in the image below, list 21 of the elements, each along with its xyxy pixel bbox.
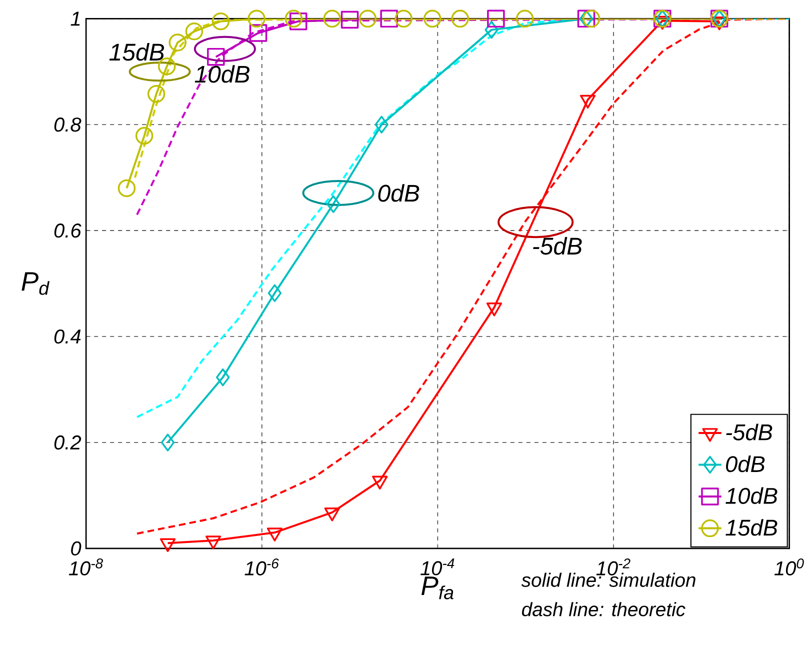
x-tick-label: 10$^{-4}$ bbox=[420, 558, 454, 576]
annotation: 15dB bbox=[109, 42, 164, 61]
y-tick-label: 0.6 bbox=[54, 223, 82, 238]
y-tick-label: 0 bbox=[71, 541, 82, 556]
legend-label: 0dB bbox=[726, 455, 765, 472]
y-tick-label: 0.8 bbox=[54, 117, 82, 132]
y-tick-label: 1 bbox=[70, 12, 80, 26]
annotation: 0dB bbox=[378, 184, 420, 202]
legend-label: 15dB bbox=[726, 518, 778, 536]
text: dash line: theoretic bbox=[522, 602, 686, 616]
y-axis-title: P$_{d}$ bbox=[22, 272, 50, 295]
annotation: 10dB bbox=[194, 65, 250, 83]
annotation: -5dB bbox=[533, 236, 582, 255]
x-tick-label: 10$^{-8}$ bbox=[68, 558, 103, 576]
y-tick-label: 0.4 bbox=[54, 329, 81, 344]
y-tick-label: 0.2 bbox=[54, 435, 82, 450]
x-tick-label: 10$^{0}$ bbox=[774, 558, 804, 576]
legend-label: 10dB bbox=[726, 487, 778, 504]
x-tick-label: 10$^{-6}$ bbox=[244, 558, 279, 576]
x-axis-title: P$_{fa}$ bbox=[421, 576, 454, 600]
legend-label: -5dB bbox=[726, 424, 772, 440]
